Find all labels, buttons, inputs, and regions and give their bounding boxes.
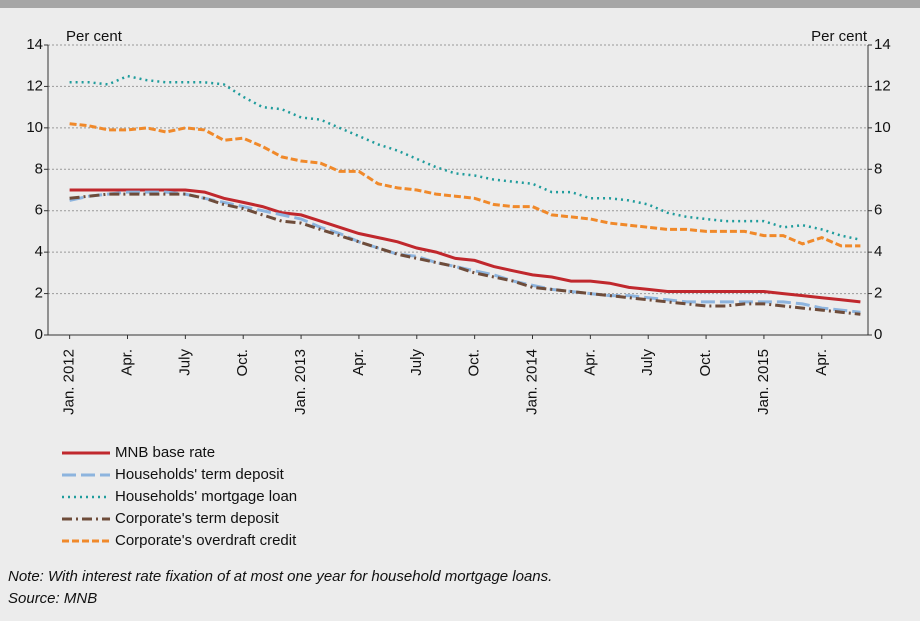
- x-tick-label: Oct.: [697, 349, 714, 377]
- legend-label: Households' mortgage loan: [115, 488, 297, 505]
- x-tick-label: Oct.: [466, 349, 483, 377]
- x-tick-label: Apr.: [581, 349, 598, 376]
- y-tick-label-right: 4: [874, 243, 882, 260]
- note: Note: With interest rate fixation of at …: [8, 568, 552, 585]
- y-tick-label-right: 2: [874, 285, 882, 302]
- y-tick-label: 10: [26, 119, 43, 136]
- x-tick-label: Jan. 2012: [61, 349, 78, 415]
- y-tick-label-right: 6: [874, 202, 882, 219]
- series-line: [69, 188, 861, 304]
- x-tick-label: Oct.: [234, 349, 251, 377]
- y-tick-label-right: 0: [874, 326, 882, 343]
- y-tick-label-right: 10: [874, 119, 891, 136]
- x-tick-label: Jan. 2013: [292, 349, 309, 415]
- y-axis-label-right: Per cent: [811, 28, 868, 45]
- header-bar: [0, 0, 920, 8]
- x-tick-label: Jan. 2014: [523, 349, 540, 415]
- x-tick-label: Apr.: [813, 349, 830, 376]
- y-axis-label: Per cent: [66, 28, 123, 45]
- x-tick-label: July: [176, 349, 193, 376]
- y-tick-label-right: 8: [874, 160, 882, 177]
- y-tick-label: 8: [35, 160, 43, 177]
- x-tick-label: July: [639, 349, 656, 376]
- series-line: [69, 74, 861, 241]
- x-tick-label: Apr.: [350, 349, 367, 376]
- series-line: [69, 192, 861, 316]
- y-tick-label: 6: [35, 202, 43, 219]
- y-tick-label: 0: [35, 326, 43, 343]
- y-tick-label: 14: [26, 36, 43, 53]
- y-tick-label-right: 12: [874, 77, 891, 94]
- legend-label: Corporate's overdraft credit: [115, 532, 297, 549]
- legend-label: Households' term deposit: [115, 466, 285, 483]
- y-tick-label: 12: [26, 77, 43, 94]
- legend-label: MNB base rate: [115, 444, 215, 461]
- y-tick-label-right: 14: [874, 36, 891, 53]
- series-line: [69, 122, 861, 248]
- y-tick-label: 4: [35, 243, 43, 260]
- x-tick-label: Jan. 2015: [755, 349, 772, 415]
- x-tick-label: July: [408, 349, 425, 376]
- source: Source: MNB: [8, 590, 97, 607]
- legend-label: Corporate's term deposit: [115, 510, 280, 527]
- y-tick-label: 2: [35, 285, 43, 302]
- x-tick-label: Apr.: [118, 349, 135, 376]
